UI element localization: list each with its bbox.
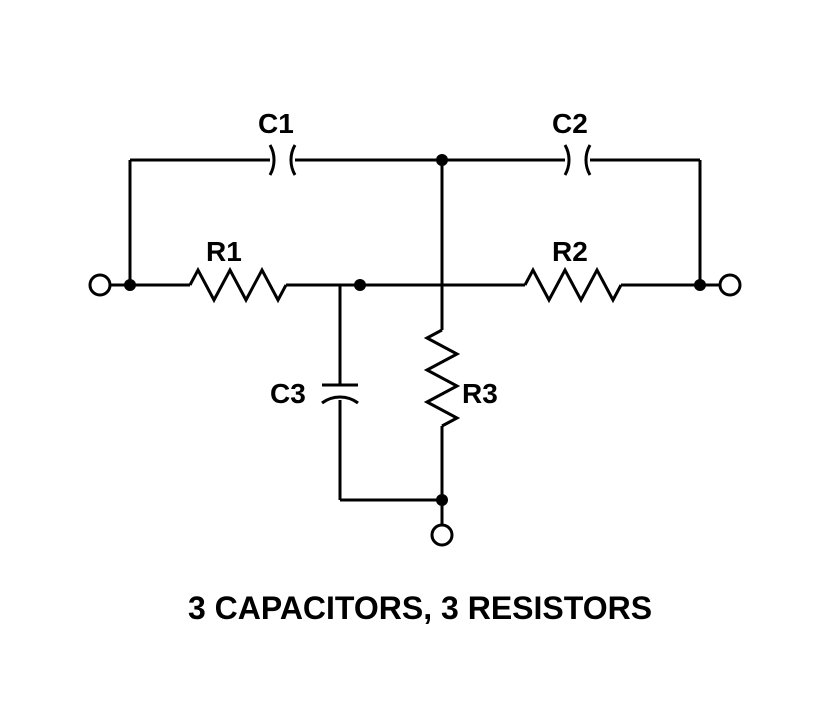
label-r1: R1 [206,236,242,268]
label-c3: C3 [270,378,306,410]
label-c2: C2 [552,108,588,140]
circuit-diagram: C1 C2 C3 R1 R2 R3 3 CAPACITORS, 3 RESIST… [0,0,840,713]
caption: 3 CAPACITORS, 3 RESISTORS [0,590,840,627]
label-r2: R2 [552,236,588,268]
terminal-right [720,275,740,295]
terminal-left [90,275,110,295]
label-c1: C1 [258,108,294,140]
terminal-bottom [432,525,452,545]
label-r3: R3 [462,378,498,410]
